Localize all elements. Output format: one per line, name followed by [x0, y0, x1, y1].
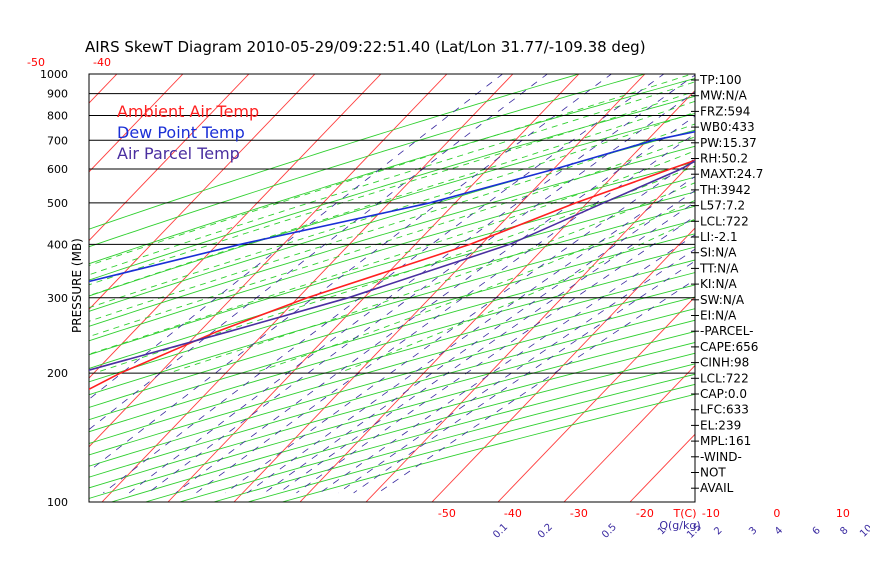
- y-tick-label: 700: [47, 134, 68, 147]
- index-label: MAXT:24.7: [700, 167, 763, 181]
- y-tick-label: 400: [47, 238, 68, 251]
- index-label: TP:100: [699, 73, 742, 87]
- index-label: RH:50.2: [700, 152, 748, 166]
- index-label: WB0:433: [700, 120, 755, 134]
- index-label: MW:N/A: [700, 89, 748, 103]
- index-label: KI:N/A: [700, 277, 737, 291]
- chart-title: AIRS SkewT Diagram 2010-05-29/09:22:51.4…: [85, 38, 646, 56]
- index-label: LCL:722: [700, 214, 749, 228]
- y-axis-label: PRESSURE (MB): [70, 238, 84, 333]
- index-label: L57:7.2: [700, 199, 745, 213]
- index-label: TT:N/A: [699, 261, 739, 275]
- bottom-tick-label: -10: [702, 507, 720, 520]
- bottom-tick-label: -30: [570, 507, 588, 520]
- index-label: LCL:722: [700, 371, 749, 385]
- index-label: LFC:633: [700, 403, 749, 417]
- index-label: NOT: [700, 466, 726, 480]
- index-label: -WIND-: [700, 450, 742, 464]
- y-tick-label: 1000: [40, 68, 68, 81]
- index-label: TH:3942: [699, 183, 751, 197]
- mixing-ratio-unit-label: Q(g/kg): [659, 519, 700, 532]
- bottom-tick-label: -50: [438, 507, 456, 520]
- index-label: SI:N/A: [700, 246, 737, 260]
- index-label: CINH:98: [700, 356, 749, 370]
- legend-entry: Air Parcel Temp: [117, 144, 240, 163]
- legend-entry: Dew Point Temp: [117, 123, 245, 142]
- index-label: AVAIL: [700, 481, 734, 495]
- bottom-tick-label: 10: [836, 507, 850, 520]
- index-label: -PARCEL-: [700, 324, 754, 338]
- y-tick-label: 300: [47, 292, 68, 305]
- y-tick-label: 800: [47, 109, 68, 122]
- index-label: CAP:0.0: [700, 387, 747, 401]
- legend-entry: Ambient Air Temp: [117, 102, 259, 121]
- y-tick-label: 200: [47, 367, 68, 380]
- index-label: CAPE:656: [700, 340, 758, 354]
- index-label: EL:239: [700, 418, 741, 432]
- index-label: MPL:161: [700, 434, 751, 448]
- y-tick-label: 600: [47, 163, 68, 176]
- index-label: EI:N/A: [700, 309, 737, 323]
- bottom-tick-label: -40: [504, 507, 522, 520]
- y-tick-label: 100: [47, 496, 68, 509]
- bottom-tick-label: 0: [773, 507, 780, 520]
- top-tick-label: -50: [27, 56, 45, 69]
- bottom-tick-label: -20: [636, 507, 654, 520]
- legend: Ambient Air Temp Dew Point Temp Air Parcel…: [117, 102, 259, 163]
- index-label: SW:N/A: [700, 293, 745, 307]
- index-label: LI:-2.1: [700, 230, 738, 244]
- index-label: FRZ:594: [700, 104, 750, 118]
- y-tick-label: 900: [47, 88, 68, 101]
- index-label: PW:15.37: [700, 136, 757, 150]
- top-tick-label: -40: [93, 56, 111, 69]
- y-tick-label: 500: [47, 197, 68, 210]
